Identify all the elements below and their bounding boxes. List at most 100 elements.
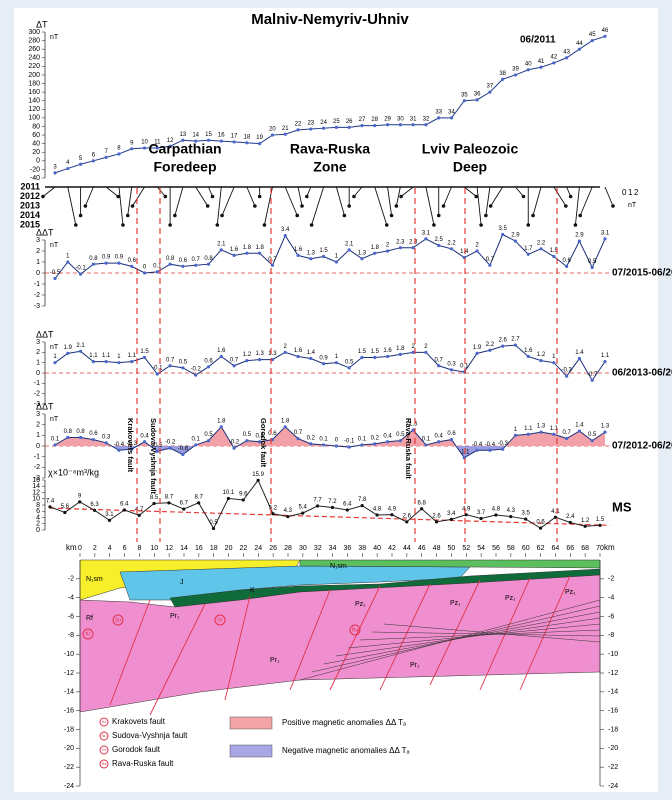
data-point [412, 123, 415, 126]
legend-swatch [230, 745, 272, 757]
value-label: 0.7 [166, 357, 175, 363]
region-label: Deep [453, 159, 487, 175]
stick-dot [253, 204, 257, 208]
value-label: 0.9 [115, 255, 124, 261]
data-point [66, 436, 69, 439]
x-tick-label: 18 [210, 545, 218, 552]
depth-label: -14 [608, 689, 618, 696]
data-point [565, 375, 568, 378]
depth-label: -18 [64, 726, 74, 733]
value-label: 6.8 [417, 500, 426, 506]
y-tick-label: 240 [28, 55, 40, 62]
x-tick-label: 28 [284, 545, 292, 552]
stick-dot [611, 204, 615, 208]
value-label: 1.8 [243, 245, 252, 251]
value-label: -0.2 [165, 440, 176, 446]
data-point [79, 163, 82, 166]
value-label: 0.7 [435, 357, 444, 363]
value-label: 3.1 [422, 230, 431, 236]
stick-dot [258, 195, 262, 199]
y-tick-label: 3 [36, 237, 40, 244]
figure: Malniv-Nemyriv-Uhniv -40-200204060801001… [0, 0, 672, 795]
data-point [360, 124, 363, 127]
point-label: 29 [384, 116, 391, 122]
value-label: 2.6 [499, 338, 508, 344]
data-point [420, 507, 423, 510]
value-label: 0.2 [371, 435, 380, 441]
y-tick-label: 1 [36, 432, 40, 439]
value-label: 6.4 [120, 502, 129, 508]
depth-label: -6 [68, 613, 74, 620]
value-label: -0.2 [191, 367, 202, 373]
value-label: -0.4 [114, 442, 125, 448]
data-point [514, 434, 517, 437]
value-label: -0.2 [229, 440, 240, 446]
point-label: 46 [602, 28, 609, 34]
data-point [242, 498, 245, 501]
data-point [258, 142, 261, 145]
legend-label: Krakovets fault [112, 717, 166, 726]
data-point [194, 373, 197, 376]
point-label: 15 [205, 132, 212, 138]
data-point [322, 443, 325, 446]
data-point [501, 233, 504, 236]
x-tick-label: 52 [462, 545, 470, 552]
fault-marker-label: Kr [86, 631, 91, 637]
point-label: 40 [525, 61, 532, 67]
legend-marker-label: Ra [101, 761, 107, 766]
y-axis-unit: nT [50, 344, 59, 351]
y-tick-label: -1 [34, 454, 40, 461]
data-point [232, 254, 235, 257]
series-label: 06/2013-06/2011 [612, 368, 672, 379]
data-point [123, 508, 126, 511]
value-label: 6.7 [180, 501, 189, 507]
data-point [475, 98, 478, 101]
y-axis-unit: nT [50, 34, 59, 41]
point-label: 27 [359, 117, 366, 123]
data-point [373, 252, 376, 255]
x-tick-label: 30 [299, 545, 307, 552]
stick-dot [526, 223, 530, 227]
scale-unit: nT [628, 202, 637, 209]
x-tick-label: 2 [93, 545, 97, 552]
value-label: 3.5 [522, 511, 531, 517]
data-point [63, 511, 66, 514]
data-point [514, 344, 517, 347]
data-point [437, 116, 440, 119]
value-label: -0.1 [152, 366, 163, 372]
x-tick-label: 22 [240, 545, 248, 552]
data-point [373, 356, 376, 359]
data-point [197, 501, 200, 504]
title: Malniv-Nemyriv-Uhniv [251, 11, 409, 28]
y-tick-label: 8 [36, 502, 40, 509]
data-point [450, 247, 453, 250]
data-point [514, 240, 517, 243]
data-point [552, 433, 555, 436]
data-point [348, 248, 351, 251]
point-label: 38 [499, 71, 506, 77]
value-label: 0.8 [76, 429, 85, 435]
value-label: 1.8 [371, 245, 380, 251]
y-tick-label: -1 [34, 380, 40, 387]
data-point [181, 265, 184, 268]
value-label: 1.1 [102, 353, 111, 359]
x-tick-label: 12 [165, 545, 173, 552]
point-label: 16 [218, 133, 225, 139]
x-tick-label: 48 [433, 545, 441, 552]
stick-dot [168, 223, 172, 227]
stick-dot [531, 214, 535, 218]
value-label: 4.7 [135, 507, 144, 513]
point-label: 17 [231, 134, 238, 140]
y-tick-label: 260 [28, 46, 40, 53]
x-tick-label: 20 [225, 545, 233, 552]
stick-dot [569, 195, 573, 199]
depth-label: -16 [608, 708, 618, 715]
value-label: 0.8 [166, 256, 175, 262]
value-label: 0.3 [102, 434, 111, 440]
value-label: 0.8 [89, 256, 98, 262]
fault-marker-label: Su [115, 617, 121, 623]
data-point [450, 518, 453, 521]
data-point [488, 91, 491, 94]
x-tick-label: 14 [180, 545, 188, 552]
layer-label: Pz₁ [505, 595, 516, 602]
